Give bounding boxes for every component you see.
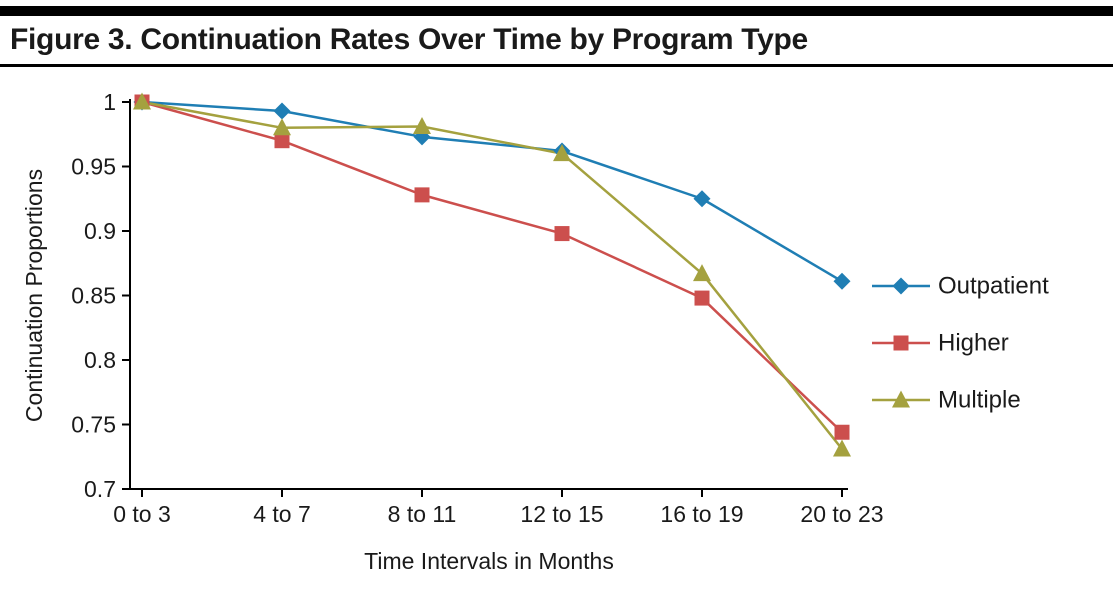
top-rule	[0, 6, 1113, 16]
x-tick-label: 4 to 7	[253, 501, 311, 527]
legend-item-higher: Higher	[872, 330, 1009, 357]
marker-higher-5	[834, 424, 850, 440]
marker-multiple-5	[833, 439, 851, 457]
series-line-multiple	[141, 100, 843, 450]
series-line-outpatient	[141, 100, 843, 283]
x-tick-label: 8 to 11	[388, 501, 457, 527]
marker-multiple-4	[693, 264, 711, 282]
x-tick-label: 20 to 23	[800, 501, 883, 527]
title-underline	[0, 64, 1113, 67]
series-line-higher	[141, 100, 843, 434]
marker-multiple-1	[273, 118, 291, 136]
y-tick-label: 0.95	[71, 154, 116, 180]
y-tick-label: 1	[103, 89, 116, 115]
chart-canvas: 1 0.95 0.9 0.85 0.8 0.75 0.70 to 3 4 to 7 8 to 1…	[21, 89, 1049, 574]
x-tick-label: 0 to 3	[113, 501, 171, 527]
marker-multiple-2	[413, 117, 431, 135]
legend-label: Outpatient	[938, 273, 1049, 300]
y-axis-title: Continuation Proportions	[21, 169, 47, 422]
x-tick-label: 12 to 15	[520, 501, 603, 527]
marker-higher-3	[554, 226, 570, 242]
legend-label: Higher	[938, 330, 1009, 357]
y-tick-label: 0.85	[71, 283, 116, 309]
legend-marker	[892, 390, 910, 408]
marker-outpatient-1	[273, 102, 291, 120]
marker-outpatient-5	[833, 272, 851, 290]
legend-marker	[892, 277, 910, 295]
marker-outpatient-4	[693, 190, 711, 208]
x-tick-label: 16 to 19	[660, 501, 743, 527]
y-tick-label: 0.7	[84, 476, 116, 502]
marker-higher-1	[274, 133, 290, 149]
marker-multiple-3	[553, 144, 571, 162]
x-axis-title: Time Intervals in Months	[364, 548, 614, 574]
legend-item-multiple: Multiple	[872, 387, 1021, 414]
marker-multiple-0	[133, 92, 151, 110]
y-tick-label: 0.8	[84, 347, 116, 373]
y-tick-label: 0.75	[71, 412, 116, 438]
legend-marker	[893, 335, 909, 351]
y-tick-label: 0.9	[84, 218, 116, 244]
legend-item-outpatient: Outpatient	[872, 273, 1049, 300]
marker-higher-4	[694, 290, 710, 306]
marker-higher-2	[414, 187, 430, 203]
chart-title: Figure 3. Continuation Rates Over Time b…	[10, 23, 808, 56]
legend-label: Multiple	[938, 387, 1021, 414]
